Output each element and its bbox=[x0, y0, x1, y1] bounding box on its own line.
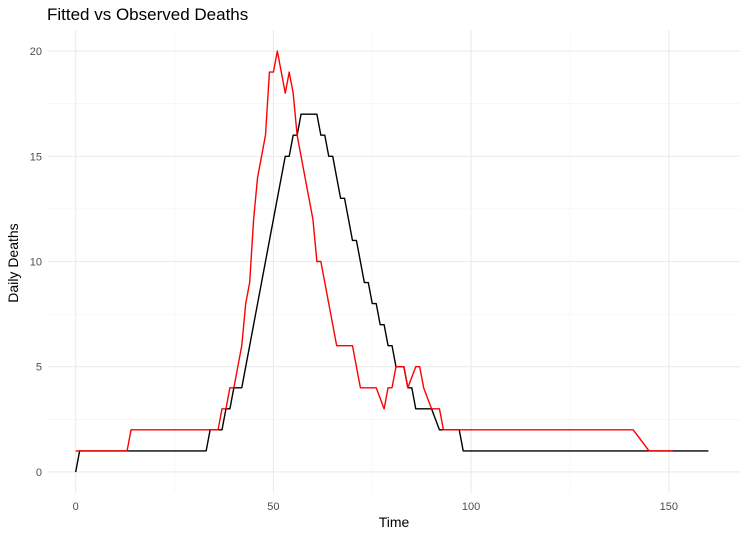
x-axis-title: Time bbox=[379, 514, 410, 530]
chart-title: Fitted vs Observed Deaths bbox=[47, 5, 248, 24]
x-tick-label: 100 bbox=[462, 501, 480, 513]
series-line-red bbox=[75, 50, 673, 452]
plot-area bbox=[48, 30, 740, 493]
series-group bbox=[74, 50, 709, 473]
y-tick-label: 15 bbox=[30, 151, 42, 163]
grid-lines bbox=[48, 30, 740, 493]
y-tick-label: 10 bbox=[30, 257, 42, 269]
x-tick-label: 50 bbox=[267, 501, 279, 513]
series-line-black bbox=[74, 113, 709, 473]
y-axis-ticks: 0 5 10 15 20 bbox=[30, 46, 42, 479]
x-tick-label: 0 bbox=[73, 501, 79, 513]
y-axis-title: Daily Deaths bbox=[5, 223, 21, 302]
x-tick-label: 150 bbox=[660, 501, 678, 513]
y-tick-label: 0 bbox=[36, 467, 42, 479]
y-tick-label: 20 bbox=[30, 46, 42, 58]
y-tick-label: 5 bbox=[36, 362, 42, 374]
x-axis-ticks: 0 50 100 150 bbox=[73, 501, 678, 513]
